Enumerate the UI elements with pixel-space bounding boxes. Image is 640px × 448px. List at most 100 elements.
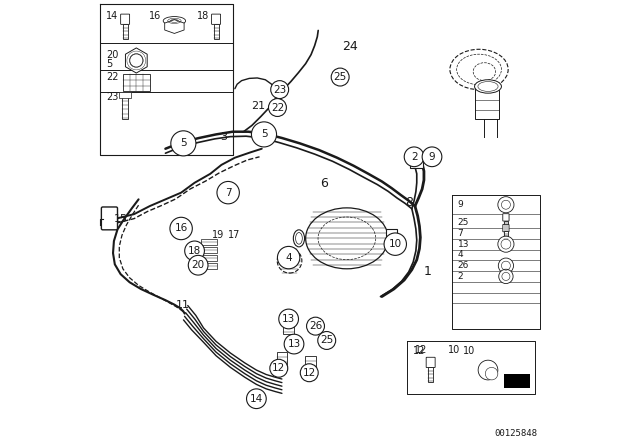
Circle shape bbox=[502, 200, 511, 209]
Circle shape bbox=[498, 236, 514, 252]
Circle shape bbox=[130, 54, 143, 67]
Text: 17: 17 bbox=[228, 230, 240, 240]
Text: 7: 7 bbox=[458, 229, 463, 238]
Polygon shape bbox=[164, 20, 184, 34]
Text: 23: 23 bbox=[106, 92, 118, 102]
Ellipse shape bbox=[475, 80, 502, 93]
Text: 13: 13 bbox=[458, 240, 469, 249]
Bar bbox=[123, 74, 150, 91]
Circle shape bbox=[332, 68, 349, 86]
Bar bbox=[410, 158, 423, 168]
Bar bbox=[428, 367, 433, 383]
Circle shape bbox=[284, 334, 304, 354]
Bar bbox=[504, 231, 508, 242]
Circle shape bbox=[499, 269, 513, 284]
Text: 4: 4 bbox=[285, 253, 292, 263]
Ellipse shape bbox=[450, 49, 508, 90]
FancyBboxPatch shape bbox=[120, 14, 129, 24]
Text: 16: 16 bbox=[149, 11, 161, 21]
Text: 25: 25 bbox=[458, 218, 469, 227]
Ellipse shape bbox=[277, 248, 302, 273]
Text: 1: 1 bbox=[424, 264, 431, 278]
Ellipse shape bbox=[293, 230, 305, 247]
Text: 5: 5 bbox=[180, 138, 187, 148]
Text: 26: 26 bbox=[309, 321, 322, 331]
Circle shape bbox=[317, 332, 335, 349]
Bar bbox=[214, 24, 219, 39]
Text: 13: 13 bbox=[282, 314, 295, 324]
Circle shape bbox=[498, 197, 514, 213]
Text: 12: 12 bbox=[303, 368, 316, 378]
FancyBboxPatch shape bbox=[503, 224, 509, 232]
FancyBboxPatch shape bbox=[426, 358, 435, 367]
FancyBboxPatch shape bbox=[212, 14, 221, 24]
Circle shape bbox=[478, 360, 498, 380]
Circle shape bbox=[269, 99, 286, 116]
Text: 12: 12 bbox=[272, 363, 285, 373]
Bar bbox=[201, 247, 217, 253]
Bar bbox=[504, 220, 508, 231]
Circle shape bbox=[404, 147, 424, 167]
Text: 6: 6 bbox=[321, 177, 328, 190]
Circle shape bbox=[252, 122, 276, 147]
Text: 10: 10 bbox=[448, 345, 461, 355]
Circle shape bbox=[422, 147, 442, 167]
Text: 21: 21 bbox=[252, 101, 266, 111]
Circle shape bbox=[171, 131, 196, 156]
Text: 23: 23 bbox=[273, 85, 286, 95]
Text: 12: 12 bbox=[413, 346, 425, 356]
Circle shape bbox=[188, 255, 208, 275]
Text: 14: 14 bbox=[250, 394, 263, 404]
FancyBboxPatch shape bbox=[503, 214, 509, 221]
Text: 8: 8 bbox=[406, 196, 413, 209]
Text: 3: 3 bbox=[220, 132, 227, 142]
Polygon shape bbox=[125, 48, 147, 73]
Circle shape bbox=[170, 217, 192, 240]
Circle shape bbox=[384, 233, 406, 255]
Circle shape bbox=[307, 317, 324, 335]
Circle shape bbox=[499, 258, 513, 273]
Text: 20: 20 bbox=[191, 260, 205, 270]
Text: 5: 5 bbox=[106, 59, 112, 69]
Text: 12: 12 bbox=[415, 345, 427, 355]
Text: 26: 26 bbox=[458, 261, 469, 270]
Text: 13: 13 bbox=[287, 339, 301, 349]
Bar bbox=[201, 255, 217, 261]
Text: 2: 2 bbox=[411, 152, 417, 162]
Text: 2: 2 bbox=[458, 272, 463, 281]
Text: 10: 10 bbox=[388, 239, 402, 249]
Text: 7: 7 bbox=[225, 188, 232, 198]
Circle shape bbox=[270, 359, 288, 377]
Bar bbox=[122, 94, 128, 119]
Text: 14: 14 bbox=[106, 11, 118, 21]
Circle shape bbox=[271, 81, 289, 99]
Text: 00125848: 00125848 bbox=[494, 429, 538, 438]
Text: 20: 20 bbox=[106, 50, 118, 60]
FancyBboxPatch shape bbox=[101, 207, 118, 230]
Circle shape bbox=[300, 364, 318, 382]
Bar bbox=[284, 316, 294, 334]
Text: 16: 16 bbox=[175, 224, 188, 233]
Text: 9: 9 bbox=[429, 152, 435, 162]
Bar bbox=[474, 86, 499, 119]
Bar bbox=[119, 92, 131, 98]
Text: 24: 24 bbox=[342, 40, 358, 53]
Text: 4: 4 bbox=[458, 250, 463, 259]
Bar bbox=[201, 239, 217, 245]
Text: 19: 19 bbox=[212, 230, 224, 240]
Circle shape bbox=[279, 309, 298, 329]
Circle shape bbox=[485, 367, 498, 380]
Bar bbox=[123, 24, 127, 39]
Text: 18: 18 bbox=[188, 246, 201, 256]
Text: 10: 10 bbox=[463, 346, 476, 356]
Text: 5: 5 bbox=[260, 129, 268, 139]
Text: 22: 22 bbox=[106, 72, 118, 82]
Text: 25: 25 bbox=[333, 72, 347, 82]
Circle shape bbox=[278, 246, 300, 269]
Text: 15: 15 bbox=[114, 214, 127, 224]
Text: 11: 11 bbox=[175, 300, 189, 310]
Text: 18: 18 bbox=[196, 11, 209, 21]
Circle shape bbox=[246, 389, 266, 409]
Bar bbox=[201, 263, 217, 269]
Bar bbox=[276, 352, 287, 370]
